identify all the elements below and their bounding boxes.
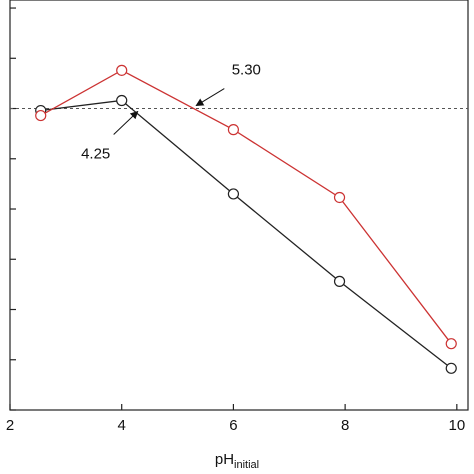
annotation-arrow bbox=[195, 88, 225, 107]
x-axis-title-sub: initial bbox=[234, 459, 259, 471]
annotation-arrow bbox=[113, 110, 139, 135]
annotation-label: 4.25 bbox=[81, 145, 110, 162]
data-point bbox=[227, 124, 240, 136]
x-tick-label: 10 bbox=[448, 417, 465, 434]
data-point bbox=[445, 362, 457, 374]
data-point bbox=[116, 64, 128, 76]
data-point bbox=[35, 109, 47, 122]
x-tick-label: 6 bbox=[229, 417, 237, 434]
x-tick-label: 2 bbox=[6, 417, 14, 434]
data-point bbox=[116, 94, 128, 107]
series-line bbox=[40, 99, 452, 369]
x-tick-label: 4 bbox=[118, 417, 126, 434]
data-point bbox=[333, 191, 346, 204]
x-axis-title: pHinitial bbox=[215, 451, 259, 471]
x-axis-title-main: pH bbox=[215, 451, 234, 468]
data-point bbox=[333, 275, 346, 287]
plot-frame bbox=[9, 0, 469, 411]
annotation-label: 5.30 bbox=[232, 61, 261, 78]
data-point bbox=[227, 188, 240, 200]
x-tick-label: 8 bbox=[341, 417, 349, 434]
series-line bbox=[40, 69, 452, 345]
data-point bbox=[445, 338, 457, 350]
